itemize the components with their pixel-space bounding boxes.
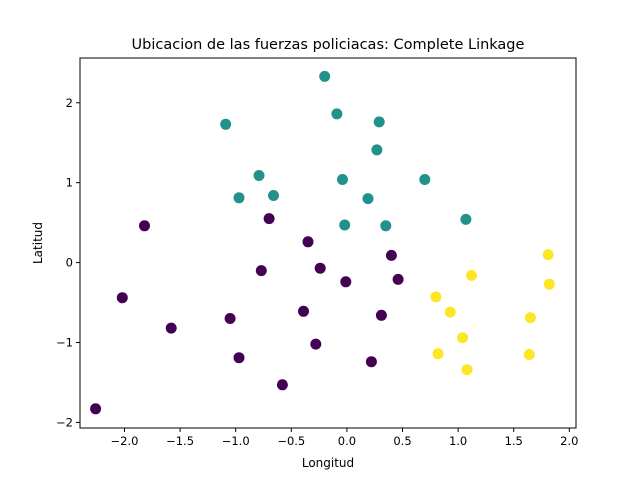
data-point — [365, 356, 377, 368]
data-point — [298, 305, 309, 317]
data-point — [392, 273, 404, 285]
y-axis-ticks: −2 −1 0 1 2 — [56, 96, 80, 429]
data-point — [430, 291, 442, 303]
data-point — [460, 213, 472, 225]
x-tick-label: 1.5 — [505, 434, 523, 448]
data-point — [253, 170, 265, 181]
data-point — [165, 322, 177, 334]
data-point — [524, 312, 536, 324]
data-point — [543, 278, 555, 290]
data-point — [371, 144, 383, 156]
data-point — [263, 213, 275, 225]
data-point — [268, 190, 279, 201]
x-tick-label: −0.5 — [277, 434, 305, 448]
x-tick-label: −1.5 — [166, 434, 194, 448]
data-point — [340, 276, 352, 288]
data-point — [380, 220, 392, 232]
x-axis-label: Longitud — [302, 456, 354, 470]
data-point — [90, 403, 102, 415]
y-tick-label: 0 — [66, 256, 73, 270]
data-point — [302, 236, 314, 248]
data-point — [523, 349, 535, 360]
data-point — [255, 265, 267, 277]
y-tick-label: −2 — [56, 415, 73, 429]
x-tick-label: 1.0 — [449, 434, 467, 448]
data-point — [375, 309, 387, 321]
data-point — [331, 108, 343, 120]
data-point — [224, 313, 236, 324]
data-point — [220, 118, 232, 130]
plot-frame — [79, 57, 577, 429]
data-point — [457, 332, 469, 344]
x-tick-label: −2.0 — [111, 434, 139, 448]
data-point — [432, 348, 444, 360]
data-point — [233, 352, 245, 364]
data-point — [319, 70, 331, 82]
data-point — [116, 292, 128, 304]
data-point — [233, 192, 245, 204]
data-point — [461, 364, 473, 376]
data-point — [419, 174, 431, 185]
x-tick-label: 0.0 — [338, 434, 356, 448]
data-point — [337, 174, 348, 185]
chart-title: Ubicacion de las fuerzas policiacas: Com… — [132, 37, 525, 53]
y-tick-label: 1 — [66, 176, 73, 190]
data-point — [276, 379, 288, 391]
data-point — [314, 262, 326, 274]
data-point — [444, 306, 456, 318]
x-tick-label: 2.0 — [560, 434, 578, 448]
y-tick-label: 2 — [66, 96, 73, 110]
data-point — [362, 193, 374, 205]
data-point — [339, 219, 351, 231]
data-point — [542, 249, 554, 261]
data-point — [139, 220, 150, 232]
data-points — [90, 70, 555, 415]
y-axis-label: Latitud — [31, 222, 45, 264]
data-point — [373, 116, 385, 128]
x-axis-ticks: −2.0 −1.5 −1.0 −0.5 0.0 0.5 1.0 1.5 2.0 — [111, 428, 578, 448]
data-point — [385, 249, 397, 261]
x-tick-label: 0.5 — [393, 434, 411, 448]
data-point — [466, 269, 477, 281]
y-tick-label: −1 — [56, 335, 73, 349]
x-tick-label: −1.0 — [222, 434, 250, 448]
data-point — [310, 338, 322, 350]
